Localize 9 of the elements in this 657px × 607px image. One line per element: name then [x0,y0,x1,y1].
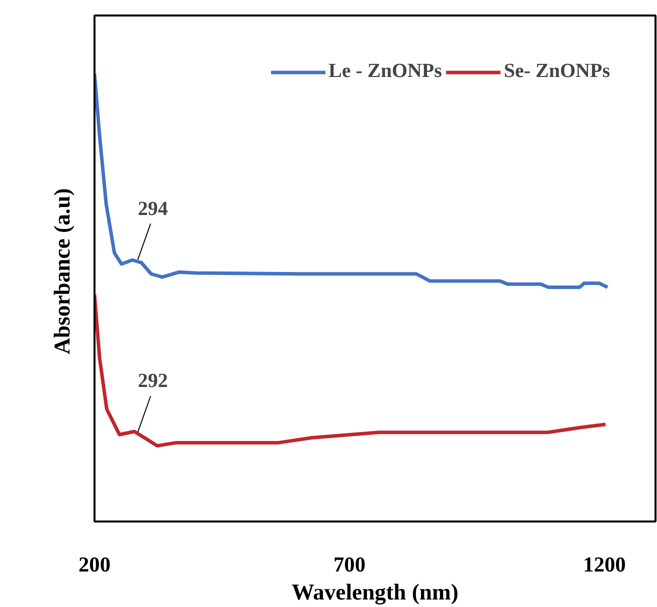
x-axis-title: Wavelength (nm) [292,580,458,604]
annotation: 294 [138,198,168,220]
legend-label: Le - ZnONPs [328,60,442,83]
x-tick-label: 1200 [583,552,626,576]
y-axis-title: Absorbance (a.u) [50,188,74,354]
x-tick-label: 700 [334,552,366,576]
x-tick-label: 200 [78,552,111,576]
legend-label: Se- ZnONPs [504,60,610,83]
annotation: 292 [138,370,168,392]
